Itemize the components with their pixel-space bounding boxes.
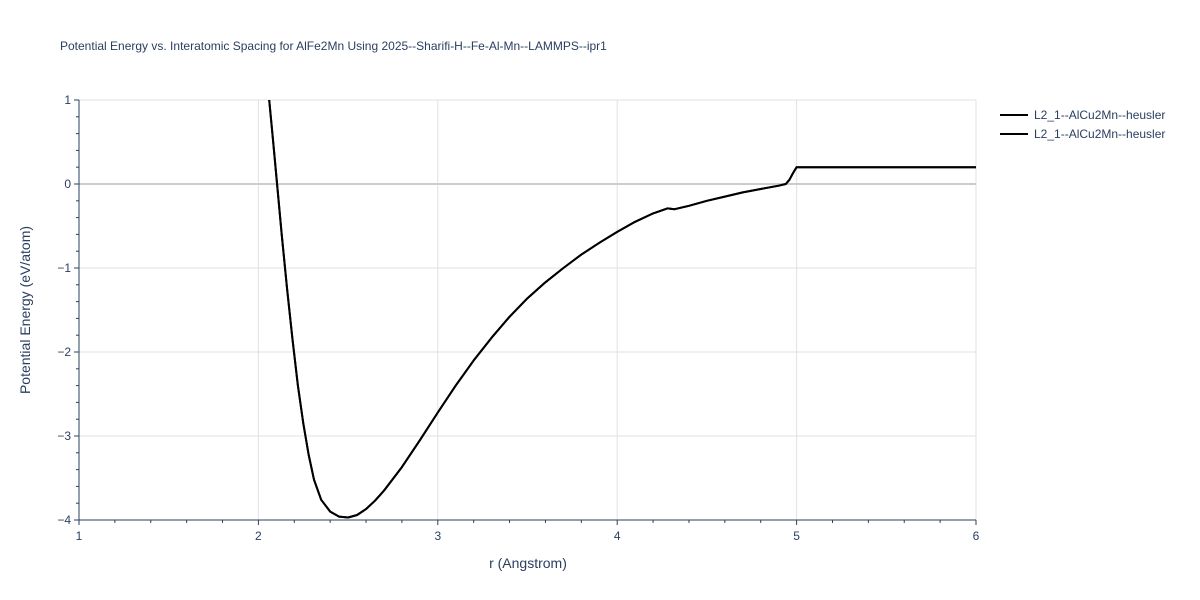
legend-label: L2_1--AlCu2Mn--heusler bbox=[1034, 127, 1165, 141]
legend-item-2[interactable]: L2_1--AlCu2Mn--heusler bbox=[1000, 127, 1165, 141]
x-tick-labels: 1 2 3 4 5 6 bbox=[76, 529, 980, 543]
y-tick-labels: 1 0 −1 −2 −3 −4 bbox=[57, 93, 71, 527]
x-tick-label: 3 bbox=[434, 529, 441, 543]
y-tick-label: 0 bbox=[64, 177, 71, 191]
y-tick-label: 1 bbox=[64, 93, 71, 107]
x-axis-title: r (Angstrom) bbox=[489, 555, 567, 571]
legend-label: L2_1--AlCu2Mn--heusler bbox=[1034, 108, 1165, 122]
axes bbox=[74, 99, 977, 525]
series-line-2 bbox=[268, 100, 976, 519]
y-tick-label: −4 bbox=[57, 513, 71, 527]
y-axis-title: Potential Energy (eV/atom) bbox=[17, 226, 33, 394]
x-tick-label: 4 bbox=[614, 529, 621, 543]
y-tick-label: −3 bbox=[57, 429, 71, 443]
x-tick-label: 6 bbox=[973, 529, 980, 543]
x-tick-label: 5 bbox=[793, 529, 800, 543]
x-tick-label: 2 bbox=[255, 529, 262, 543]
legend[interactable]: L2_1--AlCu2Mn--heusler L2_1--AlCu2Mn--heu… bbox=[1000, 108, 1165, 141]
series-line-1 bbox=[268, 100, 976, 519]
series-group bbox=[268, 100, 976, 519]
y-tick-label: −1 bbox=[57, 261, 71, 275]
x-tick-label: 1 bbox=[76, 529, 83, 543]
legend-item-1[interactable]: L2_1--AlCu2Mn--heusler bbox=[1000, 108, 1165, 122]
y-tick-label: −2 bbox=[57, 345, 71, 359]
grid bbox=[79, 99, 977, 520]
chart-title: Potential Energy vs. Interatomic Spacing… bbox=[60, 39, 607, 53]
